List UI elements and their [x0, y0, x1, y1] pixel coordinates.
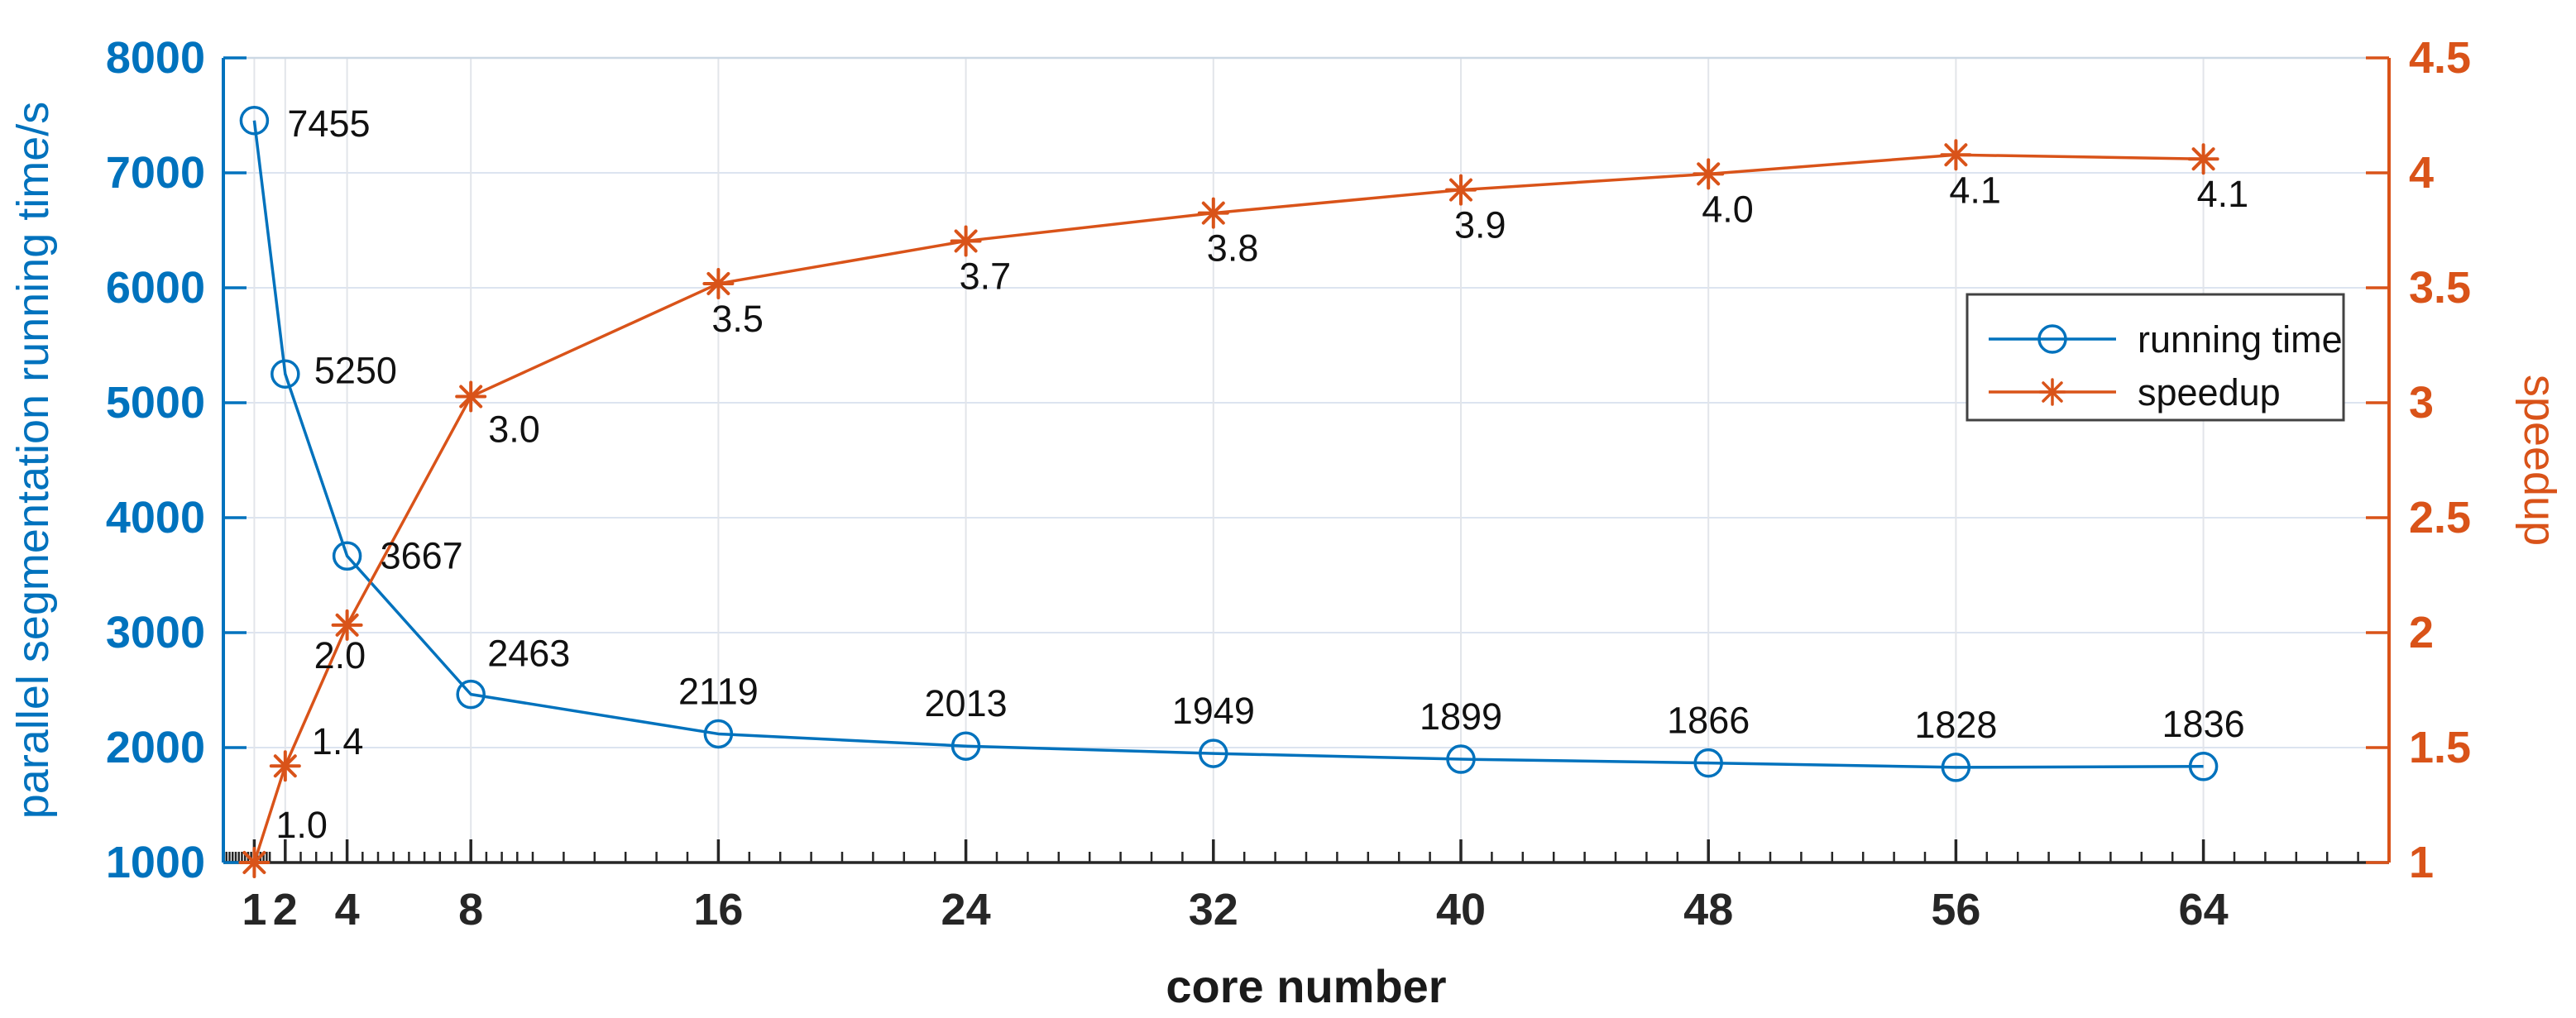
speedup-marker	[2191, 147, 2215, 171]
left-tick-label: 7000	[106, 148, 205, 198]
speedup-value-label: 3.9	[1454, 204, 1506, 246]
running-time-marker	[1693, 748, 1723, 778]
right-axis-title: speedup	[2515, 375, 2564, 546]
left-tick-label: 1000	[106, 838, 205, 887]
x-tick-label: 2	[273, 885, 298, 934]
right-tick-label: 4.5	[2409, 33, 2471, 83]
right-tick-label: 1.5	[2409, 723, 2471, 772]
x-tick-label: 48	[1683, 885, 1733, 934]
right-tick-label: 3.5	[2409, 263, 2471, 313]
running-time-marker	[2188, 752, 2219, 781]
right-tick-label: 4	[2409, 148, 2434, 198]
x-tick-label: 32	[1189, 885, 1238, 934]
running-time-value-label: 1828	[1914, 704, 1997, 746]
right-tick-label: 1	[2409, 838, 2434, 887]
running-time-value-label: 5250	[314, 349, 397, 391]
running-time-marker	[1199, 738, 1228, 768]
right-tick-label: 2.5	[2409, 493, 2471, 542]
left-tick-label: 4000	[106, 493, 205, 542]
legend-entry-speedup: speedup	[2138, 371, 2281, 413]
right-tick-label: 3	[2409, 378, 2434, 428]
running-time-value-label: 1899	[1420, 695, 1502, 738]
x-tick-label: 64	[2179, 885, 2229, 934]
speedup-value-label: 3.5	[711, 298, 764, 340]
x-tick-label: 56	[1931, 885, 1980, 934]
speedup-marker	[459, 385, 483, 409]
left-tick-label: 6000	[106, 263, 205, 313]
x-tick-label: 16	[693, 885, 743, 934]
running-time-marker	[456, 679, 486, 710]
left-tick-label: 3000	[106, 608, 205, 657]
legend-asterisk-marker-icon	[2042, 381, 2063, 403]
left-tick-label: 2000	[106, 723, 205, 772]
x-tick-label: 40	[1436, 885, 1486, 934]
running-time-value-label: 1949	[1172, 690, 1255, 732]
speedup-value-label: 2.0	[314, 634, 366, 676]
speedup-marker	[273, 754, 297, 778]
running-time-line	[252, 120, 2204, 769]
left-axis-title: parallel segmentation running time/s	[8, 102, 58, 819]
running-time-marker	[1446, 744, 1476, 774]
speedup-marker	[1697, 162, 1721, 186]
speedup-value-label: 3.8	[1207, 227, 1259, 270]
legend-entry-running-time: running time	[2138, 318, 2343, 361]
x-tick-label: 24	[941, 885, 991, 934]
speedup-marker	[1944, 143, 1968, 167]
running-time-value-label: 2463	[487, 633, 570, 675]
running-time-marker	[332, 541, 362, 571]
legend-circle-marker-icon	[2037, 324, 2067, 354]
running-time-value-label: 2119	[678, 670, 759, 712]
x-axis-title: core number	[1166, 960, 1446, 1012]
speedup-value-label: 3.0	[488, 409, 540, 451]
left-tick-label: 8000	[106, 33, 205, 83]
speedup-value-label: 3.7	[960, 255, 1012, 297]
running-time-value-label: 1836	[2162, 703, 2245, 745]
speedup-marker	[954, 229, 978, 253]
speedup-marker	[335, 613, 359, 637]
speedup-value-label: 1.4	[312, 720, 364, 762]
left-tick-label: 5000	[106, 378, 205, 428]
speedup-value-label: 4.1	[1949, 169, 2001, 211]
speedup-marker	[706, 271, 730, 295]
x-tick-label: 8	[458, 885, 483, 934]
speedup-marker	[1449, 178, 1472, 202]
running-time-marker	[271, 359, 300, 389]
speedup-marker	[242, 851, 266, 874]
speedup-value-label: 4.0	[1702, 188, 1754, 230]
running-time-value-label: 2013	[925, 682, 1008, 724]
running-time-marker	[950, 731, 981, 761]
running-time-value-label: 1866	[1667, 700, 1750, 742]
right-tick-label: 2	[2409, 608, 2434, 657]
legend-box	[1966, 293, 2345, 422]
running-time-value-label: 7455	[287, 103, 370, 145]
speedup-marker	[1201, 201, 1225, 225]
running-time-marker	[239, 106, 270, 136]
x-tick-label: 4	[335, 885, 360, 934]
x-tick-label: 1	[242, 885, 266, 934]
running-time-marker	[703, 719, 734, 749]
running-time-marker	[1941, 753, 1971, 782]
running-time-value-label: 3667	[381, 534, 463, 576]
speedup-value-label: 4.1	[2197, 173, 2249, 215]
speedup-value-label: 1.0	[275, 804, 328, 846]
